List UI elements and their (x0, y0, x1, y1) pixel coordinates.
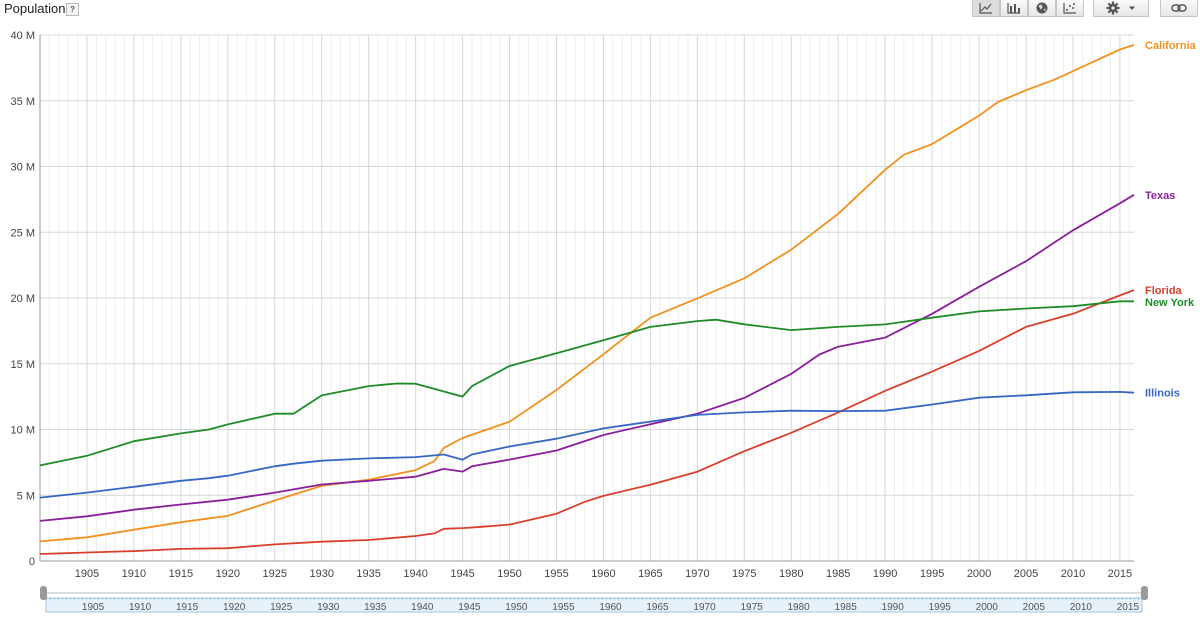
x-tick-label: 2005 (1014, 568, 1038, 580)
y-tick-label: 10 M (11, 425, 35, 437)
top-bar: Population ? (0, 0, 1200, 20)
slider-tick-label: 1975 (740, 602, 763, 613)
series-label-illinois: Illinois (1145, 388, 1180, 400)
series-label-california: California (1145, 40, 1197, 52)
x-tick-label: 1925 (263, 568, 287, 580)
slider-tick-label: 2000 (976, 602, 999, 613)
y-tick-label: 40 M (11, 30, 35, 42)
series-label-texas: Texas (1145, 190, 1175, 202)
slider-tick-label: 1930 (317, 602, 340, 613)
gear-icon (1106, 1, 1135, 15)
slider-tick-label: 1990 (882, 602, 905, 613)
series-line-florida[interactable] (39, 289, 1135, 555)
settings-button[interactable] (1093, 0, 1149, 17)
help-icon[interactable]: ? (66, 3, 79, 16)
x-tick-label: 1950 (497, 568, 521, 580)
series-lines[interactable] (39, 44, 1135, 555)
slider-tick-label: 1935 (364, 602, 387, 613)
slider-tick-label: 1960 (599, 602, 622, 613)
line-chart-button[interactable] (972, 0, 1000, 17)
scatter-icon (1063, 3, 1076, 14)
globe-icon (1036, 2, 1048, 14)
x-tick-label: 2000 (967, 568, 991, 580)
slider-handle-left[interactable] (40, 586, 47, 600)
x-tick-label: 1910 (122, 568, 146, 580)
slider-tick-label: 1915 (176, 602, 199, 613)
link-icon (1171, 4, 1187, 12)
slider-tick-label: 1940 (411, 602, 434, 613)
slider-tick-label: 1945 (458, 602, 481, 613)
metric-title: Population (4, 1, 66, 16)
slider-tick-label: 1920 (223, 602, 246, 613)
x-tick-label: 1915 (169, 568, 193, 580)
y-tick-label: 20 M (11, 293, 35, 305)
bar-chart-icon (1007, 3, 1020, 14)
slider-tick-label: 1985 (835, 602, 858, 613)
x-tick-label: 1945 (450, 568, 474, 580)
x-tick-label: 1975 (732, 568, 756, 580)
x-tick-label: 1930 (309, 568, 333, 580)
series-line-new-york[interactable] (39, 300, 1134, 467)
slider-tick-label: 1965 (646, 602, 669, 613)
slider-tick-label: 1925 (270, 602, 293, 613)
scatter-button[interactable] (1056, 0, 1084, 17)
slider-tick-label: 2005 (1023, 602, 1046, 613)
time-range-slider[interactable]: 1905 1910 1915 1920 1925 1930 1935 1940 1945 1950… (40, 586, 1148, 613)
x-tick-label: 1965 (638, 568, 662, 580)
line-chart-icon (979, 3, 992, 14)
x-tick-label: 1970 (685, 568, 709, 580)
x-tick-label: 1995 (920, 568, 944, 580)
y-tick-label: 5 M (17, 490, 35, 502)
x-tick-label: 1960 (591, 568, 615, 580)
slider-tick-label: 1955 (552, 602, 575, 613)
bar-chart-button[interactable] (1000, 0, 1028, 17)
slider-tick-label: 2015 (1117, 602, 1140, 613)
slider-tick-label: 1910 (129, 602, 152, 613)
x-tick-label: 2015 (1108, 568, 1132, 580)
slider-tick-label: 2010 (1070, 602, 1093, 613)
slider-handle-right[interactable] (1141, 586, 1148, 600)
slider-tick-label: 1980 (787, 602, 810, 613)
x-tick-label: 1980 (779, 568, 803, 580)
y-tick-label: 15 M (11, 359, 35, 371)
x-tick-label: 1905 (75, 568, 99, 580)
series-line-california[interactable] (39, 44, 1135, 543)
map-button[interactable] (1028, 0, 1056, 17)
y-tick-label: 30 M (11, 162, 35, 174)
chevron-down-icon (1129, 6, 1135, 10)
slider-tick-label: 1950 (505, 602, 528, 613)
x-tick-label: 1935 (356, 568, 380, 580)
y-tick-label: 35 M (11, 96, 35, 108)
slider-tick-label: 1905 (82, 602, 105, 613)
y-axis: 0 5 M 10 M 15 M 20 M 25 M 30 M 35 M 40 M (11, 30, 35, 568)
series-line-texas[interactable] (39, 194, 1135, 522)
x-tick-label: 2010 (1061, 568, 1085, 580)
slider-tick-label: 1970 (693, 602, 716, 613)
link-button[interactable] (1160, 0, 1198, 17)
y-tick-label: 0 (29, 556, 35, 568)
series-line-illinois[interactable] (39, 391, 1135, 499)
slider-track[interactable] (45, 597, 1143, 613)
slider-tick-label: 1995 (929, 602, 952, 613)
x-tick-label: 1920 (216, 568, 240, 580)
series-label-florida: Florida (1145, 285, 1183, 297)
y-tick-label: 25 M (11, 227, 35, 239)
x-tick-label: 1985 (826, 568, 850, 580)
x-tick-label: 1990 (873, 568, 897, 580)
grid (39, 34, 1134, 562)
x-tick-label: 1955 (544, 568, 568, 580)
x-tick-label: 1940 (403, 568, 427, 580)
series-label-new-york: New York (1145, 297, 1195, 309)
x-axis: 1905 1910 1915 1920 1925 1930 1935 1940 1945 1950… (75, 568, 1132, 580)
